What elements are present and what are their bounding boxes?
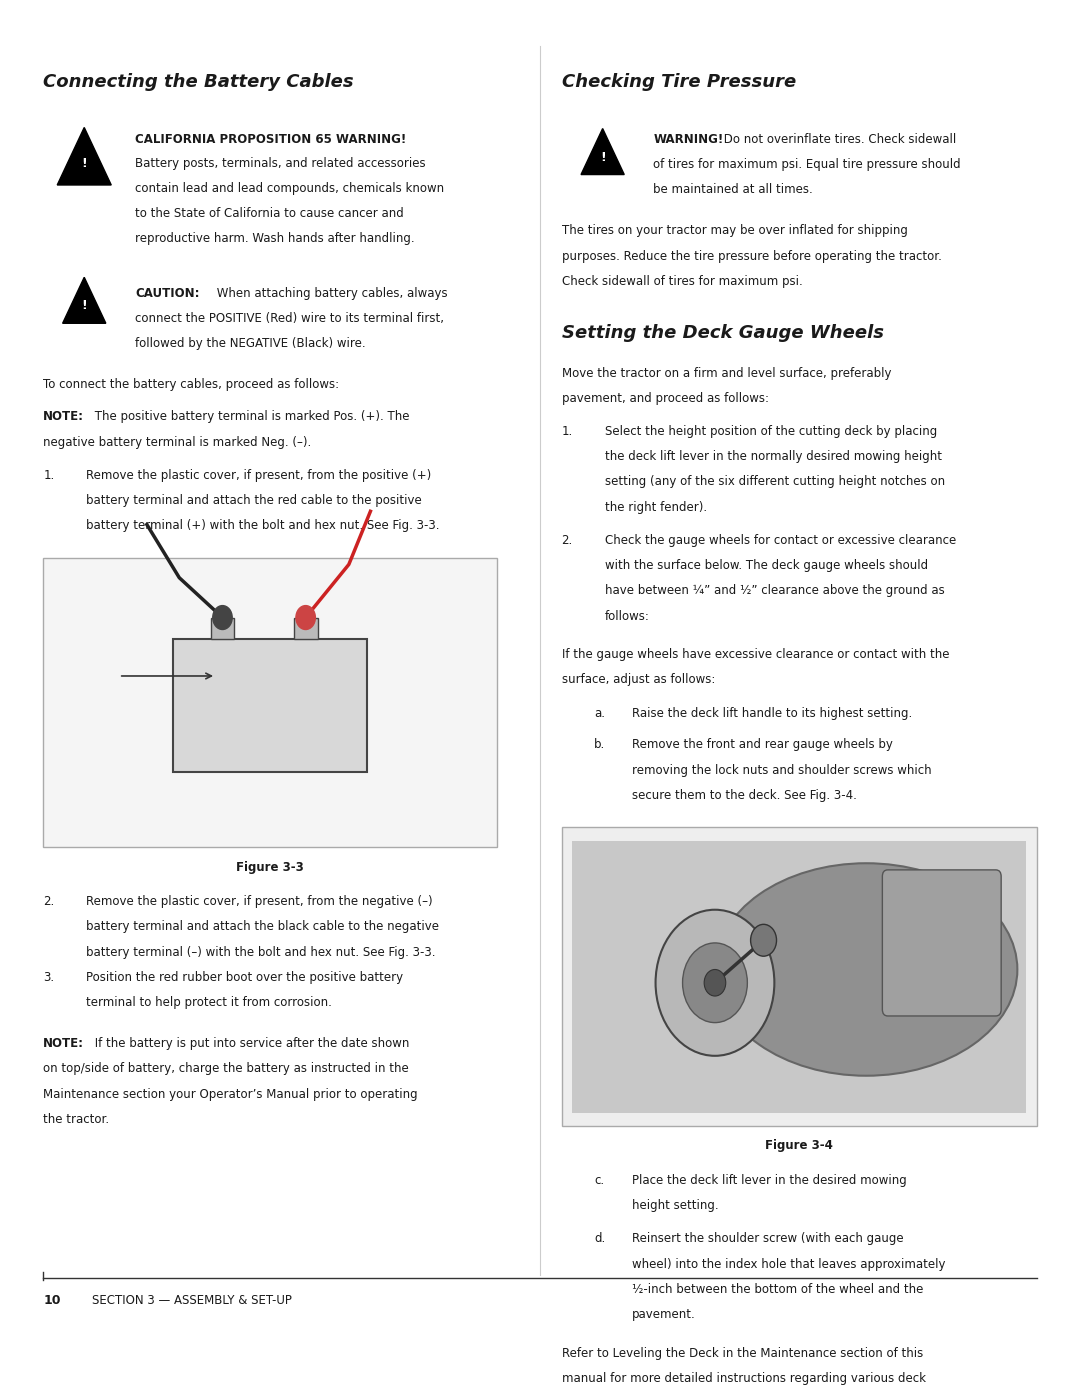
Circle shape [704, 970, 726, 996]
Text: Check sidewall of tires for maximum psi.: Check sidewall of tires for maximum psi. [562, 275, 802, 288]
Text: d.: d. [594, 1232, 605, 1246]
FancyBboxPatch shape [211, 617, 234, 638]
Text: removing the lock nuts and shoulder screws which: removing the lock nuts and shoulder scre… [632, 764, 931, 777]
Text: When attaching battery cables, always: When attaching battery cables, always [213, 286, 447, 300]
Text: negative battery terminal is marked Neg. (–).: negative battery terminal is marked Neg.… [43, 436, 311, 448]
FancyBboxPatch shape [572, 841, 1026, 1113]
Text: The tires on your tractor may be over inflated for shipping: The tires on your tractor may be over in… [562, 225, 907, 237]
Text: be maintained at all times.: be maintained at all times. [653, 183, 813, 196]
Polygon shape [63, 277, 106, 323]
Text: Raise the deck lift handle to its highest setting.: Raise the deck lift handle to its highes… [632, 707, 912, 719]
Text: To connect the battery cables, proceed as follows:: To connect the battery cables, proceed a… [43, 379, 339, 391]
Text: battery terminal and attach the red cable to the positive: battery terminal and attach the red cabl… [86, 495, 422, 507]
Polygon shape [581, 129, 624, 175]
Text: Position the red rubber boot over the positive battery: Position the red rubber boot over the po… [86, 971, 404, 983]
Text: If the battery is put into service after the date shown: If the battery is put into service after… [91, 1037, 409, 1051]
Text: Select the height position of the cutting deck by placing: Select the height position of the cuttin… [605, 425, 937, 439]
Text: The positive battery terminal is marked Pos. (+). The: The positive battery terminal is marked … [91, 411, 409, 423]
Text: battery terminal (–) with the bolt and hex nut. See Fig. 3-3.: battery terminal (–) with the bolt and h… [86, 946, 436, 958]
Text: Reinsert the shoulder screw (with each gauge: Reinsert the shoulder screw (with each g… [632, 1232, 904, 1246]
Text: the deck lift lever in the normally desired mowing height: the deck lift lever in the normally desi… [605, 450, 942, 464]
Text: Figure 3-3: Figure 3-3 [237, 861, 303, 873]
Text: with the surface below. The deck gauge wheels should: with the surface below. The deck gauge w… [605, 559, 928, 573]
Text: Check the gauge wheels for contact or excessive clearance: Check the gauge wheels for contact or ex… [605, 534, 956, 546]
Text: WARNING!: WARNING! [653, 133, 724, 145]
FancyBboxPatch shape [173, 638, 367, 771]
Circle shape [213, 605, 232, 630]
Text: Remove the plastic cover, if present, from the negative (–): Remove the plastic cover, if present, fr… [86, 895, 433, 908]
Text: follows:: follows: [605, 609, 650, 623]
Text: If the gauge wheels have excessive clearance or contact with the: If the gauge wheels have excessive clear… [562, 648, 949, 661]
Text: pavement, and proceed as follows:: pavement, and proceed as follows: [562, 391, 769, 405]
Text: 2.: 2. [43, 895, 54, 908]
FancyBboxPatch shape [43, 557, 497, 848]
Text: !: ! [599, 151, 606, 163]
Text: Refer to Leveling the Deck in the Maintenance section of this: Refer to Leveling the Deck in the Mainte… [562, 1347, 922, 1359]
Text: manual for more detailed instructions regarding various deck: manual for more detailed instructions re… [562, 1372, 926, 1384]
Text: 3.: 3. [43, 971, 54, 983]
Text: Maintenance section your Operator’s Manual prior to operating: Maintenance section your Operator’s Manu… [43, 1088, 418, 1101]
Text: connect the POSITIVE (Red) wire to its terminal first,: connect the POSITIVE (Red) wire to its t… [135, 312, 444, 326]
Circle shape [751, 925, 777, 956]
Circle shape [683, 943, 747, 1023]
Polygon shape [57, 127, 111, 184]
Text: battery terminal (+) with the bolt and hex nut. See Fig. 3-3.: battery terminal (+) with the bolt and h… [86, 520, 440, 532]
Text: Remove the front and rear gauge wheels by: Remove the front and rear gauge wheels b… [632, 739, 893, 752]
Text: reproductive harm. Wash hands after handling.: reproductive harm. Wash hands after hand… [135, 232, 415, 246]
Text: Checking Tire Pressure: Checking Tire Pressure [562, 73, 796, 91]
Text: have between ¼” and ½” clearance above the ground as: have between ¼” and ½” clearance above t… [605, 584, 945, 598]
Text: wheel) into the index hole that leaves approximately: wheel) into the index hole that leaves a… [632, 1257, 945, 1271]
Text: the right fender).: the right fender). [605, 500, 707, 514]
Text: NOTE:: NOTE: [43, 1037, 84, 1051]
Text: a.: a. [594, 707, 605, 719]
Text: on top/side of battery, charge the battery as instructed in the: on top/side of battery, charge the batte… [43, 1063, 409, 1076]
Text: c.: c. [594, 1173, 604, 1187]
Text: surface, adjust as follows:: surface, adjust as follows: [562, 673, 715, 686]
Text: Do not overinflate tires. Check sidewall: Do not overinflate tires. Check sidewall [720, 133, 957, 145]
Text: to the State of California to cause cancer and: to the State of California to cause canc… [135, 207, 404, 221]
Text: 1.: 1. [562, 425, 572, 439]
FancyBboxPatch shape [562, 827, 1037, 1126]
Text: the tractor.: the tractor. [43, 1113, 109, 1126]
Text: NOTE:: NOTE: [43, 411, 84, 423]
Text: !: ! [81, 299, 87, 313]
Text: b.: b. [594, 739, 605, 752]
Circle shape [296, 605, 315, 630]
Text: ½-inch between the bottom of the wheel and the: ½-inch between the bottom of the wheel a… [632, 1282, 923, 1296]
Text: terminal to help protect it from corrosion.: terminal to help protect it from corrosi… [86, 996, 333, 1009]
Text: Battery posts, terminals, and related accessories: Battery posts, terminals, and related ac… [135, 156, 426, 169]
Text: secure them to the deck. See Fig. 3-4.: secure them to the deck. See Fig. 3-4. [632, 789, 856, 802]
Text: Setting the Deck Gauge Wheels: Setting the Deck Gauge Wheels [562, 324, 883, 342]
Text: Place the deck lift lever in the desired mowing: Place the deck lift lever in the desired… [632, 1173, 906, 1187]
Text: followed by the NEGATIVE (Black) wire.: followed by the NEGATIVE (Black) wire. [135, 337, 366, 351]
Text: pavement.: pavement. [632, 1308, 696, 1322]
Text: height setting.: height setting. [632, 1199, 718, 1213]
Text: 1.: 1. [43, 469, 54, 482]
Text: 10: 10 [43, 1294, 60, 1306]
Text: setting (any of the six different cutting height notches on: setting (any of the six different cuttin… [605, 475, 945, 489]
FancyBboxPatch shape [294, 617, 318, 638]
Text: battery terminal and attach the black cable to the negative: battery terminal and attach the black ca… [86, 921, 440, 933]
Text: of tires for maximum psi. Equal tire pressure should: of tires for maximum psi. Equal tire pre… [653, 158, 961, 170]
Text: Connecting the Battery Cables: Connecting the Battery Cables [43, 73, 354, 91]
Text: Figure 3-4: Figure 3-4 [766, 1140, 833, 1153]
Text: Remove the plastic cover, if present, from the positive (+): Remove the plastic cover, if present, fr… [86, 469, 432, 482]
Text: CALIFORNIA PROPOSITION 65 WARNING!: CALIFORNIA PROPOSITION 65 WARNING! [135, 133, 406, 145]
Text: CAUTION:: CAUTION: [135, 286, 200, 300]
Circle shape [656, 909, 774, 1056]
Text: purposes. Reduce the tire pressure before operating the tractor.: purposes. Reduce the tire pressure befor… [562, 250, 942, 263]
FancyBboxPatch shape [882, 870, 1001, 1016]
Text: contain lead and lead compounds, chemicals known: contain lead and lead compounds, chemica… [135, 182, 444, 196]
Text: SECTION 3 — ASSEMBLY & SET-UP: SECTION 3 — ASSEMBLY & SET-UP [92, 1294, 292, 1306]
Text: 2.: 2. [562, 534, 572, 546]
Ellipse shape [715, 863, 1017, 1076]
Text: !: ! [81, 156, 87, 169]
Text: Move the tractor on a firm and level surface, preferably: Move the tractor on a firm and level sur… [562, 366, 891, 380]
